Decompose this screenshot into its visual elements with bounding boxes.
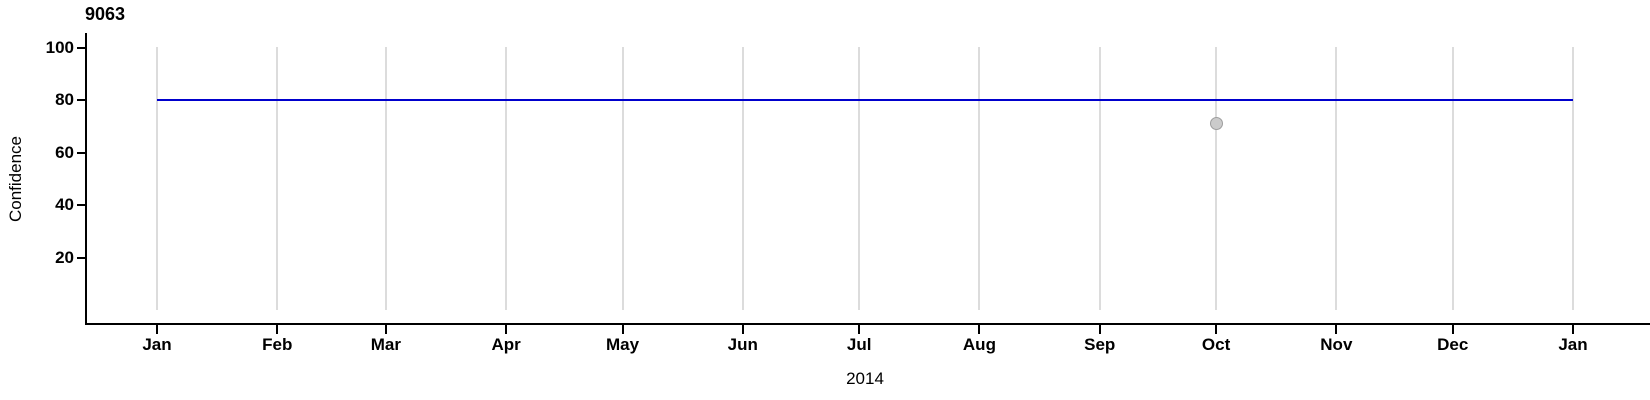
x-tick-label: Jan [1558, 335, 1588, 354]
y-tick-mark [77, 99, 86, 101]
month-gridline [156, 47, 158, 310]
x-tick-mark [1215, 325, 1218, 334]
month-gridline [1572, 47, 1574, 310]
y-tick-mark [77, 204, 86, 206]
month-gridline [1098, 47, 1101, 310]
x-tick-mark [1098, 325, 1101, 334]
confidence-level-line [157, 99, 1573, 101]
month-gridline [1335, 47, 1338, 310]
x-tick-label: Nov [1320, 335, 1353, 354]
month-gridline [741, 47, 744, 310]
y-axis-line [85, 33, 87, 325]
y-tick-label: 60 [55, 142, 74, 162]
month-gridline [505, 47, 508, 310]
x-tick-label: Jan [142, 335, 172, 354]
x-axis-line [85, 323, 1650, 325]
x-tick-label: Feb [262, 335, 293, 354]
x-tick-label: Mar [370, 335, 401, 354]
month-gridline [384, 47, 387, 310]
month-gridline [621, 47, 624, 310]
x-tick-label: Oct [1201, 335, 1231, 354]
x-tick-mark [1335, 325, 1338, 334]
x-tick-label: Jun [727, 335, 758, 354]
month-gridline [858, 47, 861, 310]
x-tick-mark [858, 325, 861, 334]
month-gridline [1451, 47, 1454, 310]
panel-title: 9063 [85, 4, 126, 24]
month-gridline [276, 47, 279, 310]
y-tick-label: 40 [55, 195, 74, 214]
x-tick-mark [978, 325, 981, 334]
x-tick-label: Aug [962, 335, 996, 354]
x-tick-label: Jul [846, 335, 872, 354]
x-tick-mark [505, 325, 508, 334]
x-tick-label: Apr [491, 335, 521, 354]
x-tick-mark [384, 325, 387, 334]
x-tick-mark [741, 325, 744, 334]
x-tick-label: Dec [1437, 335, 1469, 354]
month-gridline [1215, 47, 1218, 310]
y-tick-mark [77, 256, 86, 259]
x-tick-label: May [605, 335, 640, 354]
x-tick-mark [156, 325, 158, 334]
x-tick-mark [1451, 325, 1454, 334]
y-tick-label: 20 [55, 247, 74, 267]
y-tick-mark [77, 46, 86, 49]
month-gridline [978, 47, 981, 310]
observation-point [1209, 117, 1223, 131]
y-tick-mark [77, 151, 86, 154]
y-tick-label: 100 [45, 37, 74, 57]
x-axis-title: 2014 [846, 369, 884, 388]
y-tick-label: 80 [55, 90, 74, 109]
y-axis-title: Confidence [4, 47, 28, 310]
x-tick-mark [276, 325, 279, 334]
x-tick-mark [621, 325, 624, 334]
x-tick-label: Sep [1084, 335, 1116, 354]
x-tick-mark [1572, 325, 1574, 334]
